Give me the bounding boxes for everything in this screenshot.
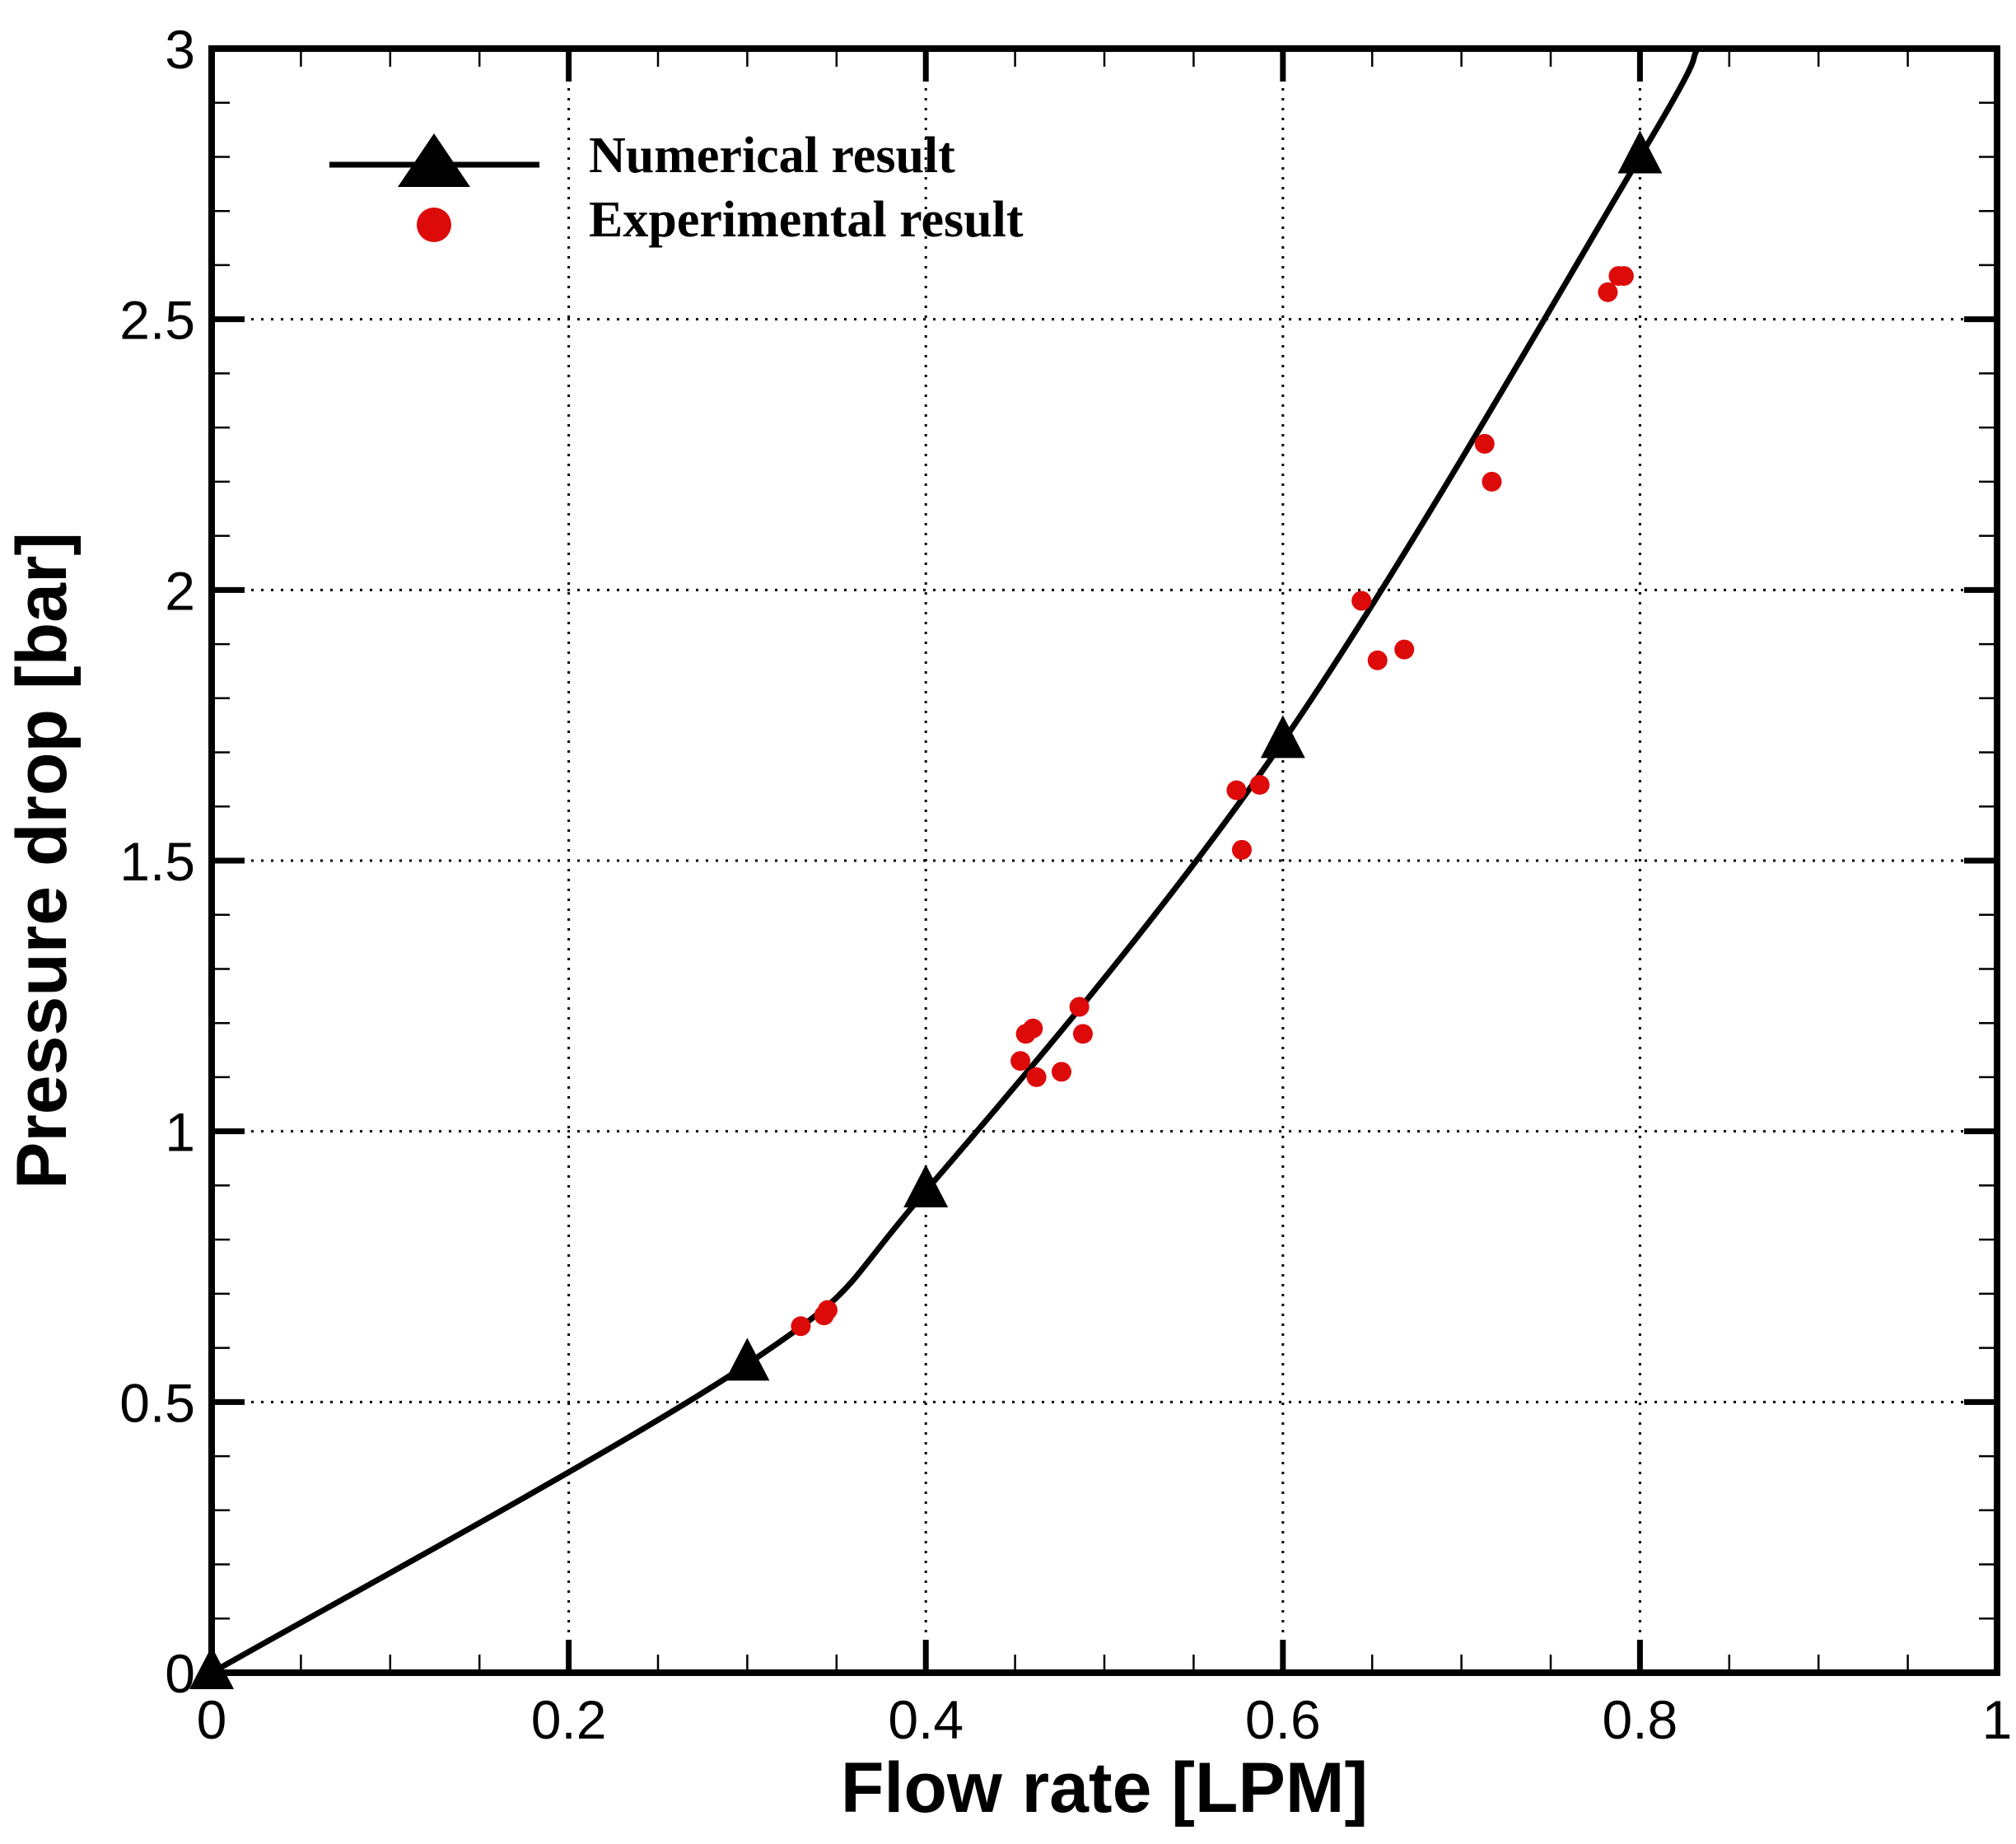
experimental-point	[1482, 471, 1502, 492]
plot-frame	[208, 45, 2000, 1676]
x-tick-label: 0.6	[1245, 1689, 1321, 1750]
numerical-point	[1617, 130, 1663, 174]
experimental-point	[1023, 1018, 1043, 1039]
experimental-point	[791, 1316, 811, 1337]
data-markers	[189, 130, 1663, 1689]
x-tick-label: 0.4	[888, 1689, 964, 1750]
experimental-point	[1051, 1062, 1071, 1082]
legend-triangle-marker	[398, 133, 470, 187]
grid	[212, 49, 1997, 1673]
y-tick-label: 3	[165, 19, 195, 80]
experimental-point	[1026, 1067, 1047, 1087]
experimental-point	[817, 1300, 838, 1320]
x-tick-label: 1	[1982, 1689, 2013, 1750]
legend-label-numerical: Numerical result	[589, 128, 955, 184]
y-tick-label: 0	[165, 1643, 195, 1704]
experimental-point	[1072, 1024, 1093, 1044]
experimental-point	[1598, 282, 1618, 302]
y-tick-label: 2.5	[119, 290, 195, 351]
tick-labels: 0 0.2 0.4 0.6 0.8 1 0 0.5 1 1.5 2 2.5 3	[119, 19, 2012, 1750]
x-axis-title: Flow rate [LPM]	[841, 1748, 1368, 1828]
experimental-point	[1474, 433, 1495, 454]
legend-label-experimental: Experimental result	[589, 192, 1024, 248]
legend-circle-marker	[417, 208, 451, 242]
x-tick-label: 0.2	[531, 1689, 607, 1750]
experimental-point	[1613, 266, 1634, 287]
experimental-point	[1367, 650, 1388, 670]
numerical-curve-layer	[210, 47, 1701, 1676]
y-axis-title: Pressure drop [bar]	[2, 532, 82, 1189]
y-tick-label: 2	[165, 560, 195, 621]
y-tick-label: 1.5	[119, 831, 195, 892]
numerical-result-line	[210, 47, 1701, 1676]
experimental-point	[1249, 774, 1270, 795]
x-tick-label: 0	[197, 1689, 227, 1750]
legend: Numerical result Experimental result	[329, 128, 1024, 248]
y-tick-label: 1	[165, 1102, 195, 1163]
numerical-point	[725, 1337, 770, 1381]
experimental-point	[1226, 780, 1247, 801]
experimental-point	[1351, 591, 1372, 611]
experimental-point	[1010, 1051, 1031, 1071]
x-tick-label: 0.8	[1603, 1689, 1678, 1750]
y-tick-label: 0.5	[119, 1372, 195, 1433]
experimental-point	[1231, 839, 1252, 860]
experimental-point	[1069, 997, 1090, 1017]
numerical-point	[903, 1164, 949, 1207]
numerical-point	[1260, 715, 1305, 759]
experimental-point	[1394, 639, 1415, 660]
